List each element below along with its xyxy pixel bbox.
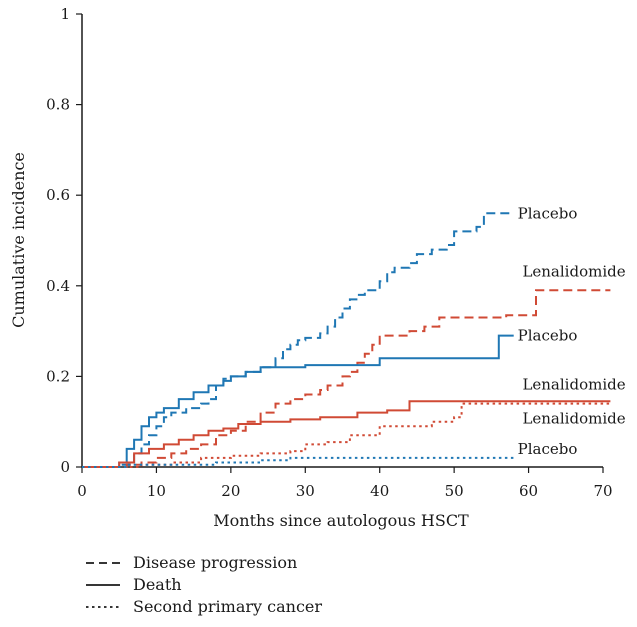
y-tick-label: 0 bbox=[60, 458, 70, 476]
series-end-label: Placebo bbox=[518, 204, 578, 222]
legend-label: Disease progression bbox=[133, 553, 297, 572]
series-line-lenalidomide-disease-progression bbox=[82, 289, 611, 468]
y-tick-label: 1 bbox=[60, 5, 70, 23]
series-line-lenalidomide-second-primary-cancer bbox=[82, 402, 611, 468]
x-tick-label: 10 bbox=[147, 482, 166, 500]
series-line-placebo-disease-progression bbox=[82, 212, 514, 468]
axes: 0 10 20 30 40 50 60 70 0 0.2 0.4 0.6 0.8 1 bbox=[46, 5, 612, 500]
series-line-placebo-death bbox=[82, 334, 514, 468]
x-axis-title: Months since autologous HSCT bbox=[213, 511, 469, 530]
x-tick-label: 20 bbox=[221, 482, 240, 500]
y-tick-label: 0.6 bbox=[46, 186, 70, 204]
x-tick-label: 60 bbox=[519, 482, 538, 500]
y-tick-label: 0.4 bbox=[46, 277, 70, 295]
series-end-label: Placebo bbox=[518, 327, 578, 345]
legend: Disease progression Death Second primary c… bbox=[86, 553, 322, 616]
series-line-placebo-second-primary-cancer bbox=[82, 456, 514, 468]
series-line-lenalidomide-death bbox=[82, 400, 611, 468]
y-axis-title: Cumulative incidence bbox=[9, 152, 28, 328]
x-tick-label: 70 bbox=[593, 482, 612, 500]
series-end-label: Placebo bbox=[518, 440, 578, 458]
series-end-label: Lenalidomide bbox=[522, 262, 625, 280]
x-tick-label: 50 bbox=[445, 482, 464, 500]
x-tick-label: 0 bbox=[77, 482, 87, 500]
x-tick-label: 40 bbox=[370, 482, 389, 500]
y-tick-label: 0.2 bbox=[46, 367, 70, 385]
y-tick-label: 0.8 bbox=[46, 96, 70, 114]
x-tick-label: 30 bbox=[296, 482, 315, 500]
legend-label: Death bbox=[133, 575, 182, 594]
series-end-labels: Placebo Lenalidomide Placebo Lenalidomide Le… bbox=[518, 204, 626, 458]
legend-label: Second primary cancer bbox=[133, 597, 322, 616]
series-layer bbox=[82, 212, 611, 468]
series-end-label: Lenalidomide bbox=[522, 410, 625, 428]
series-end-label: Lenalidomide bbox=[522, 375, 625, 393]
